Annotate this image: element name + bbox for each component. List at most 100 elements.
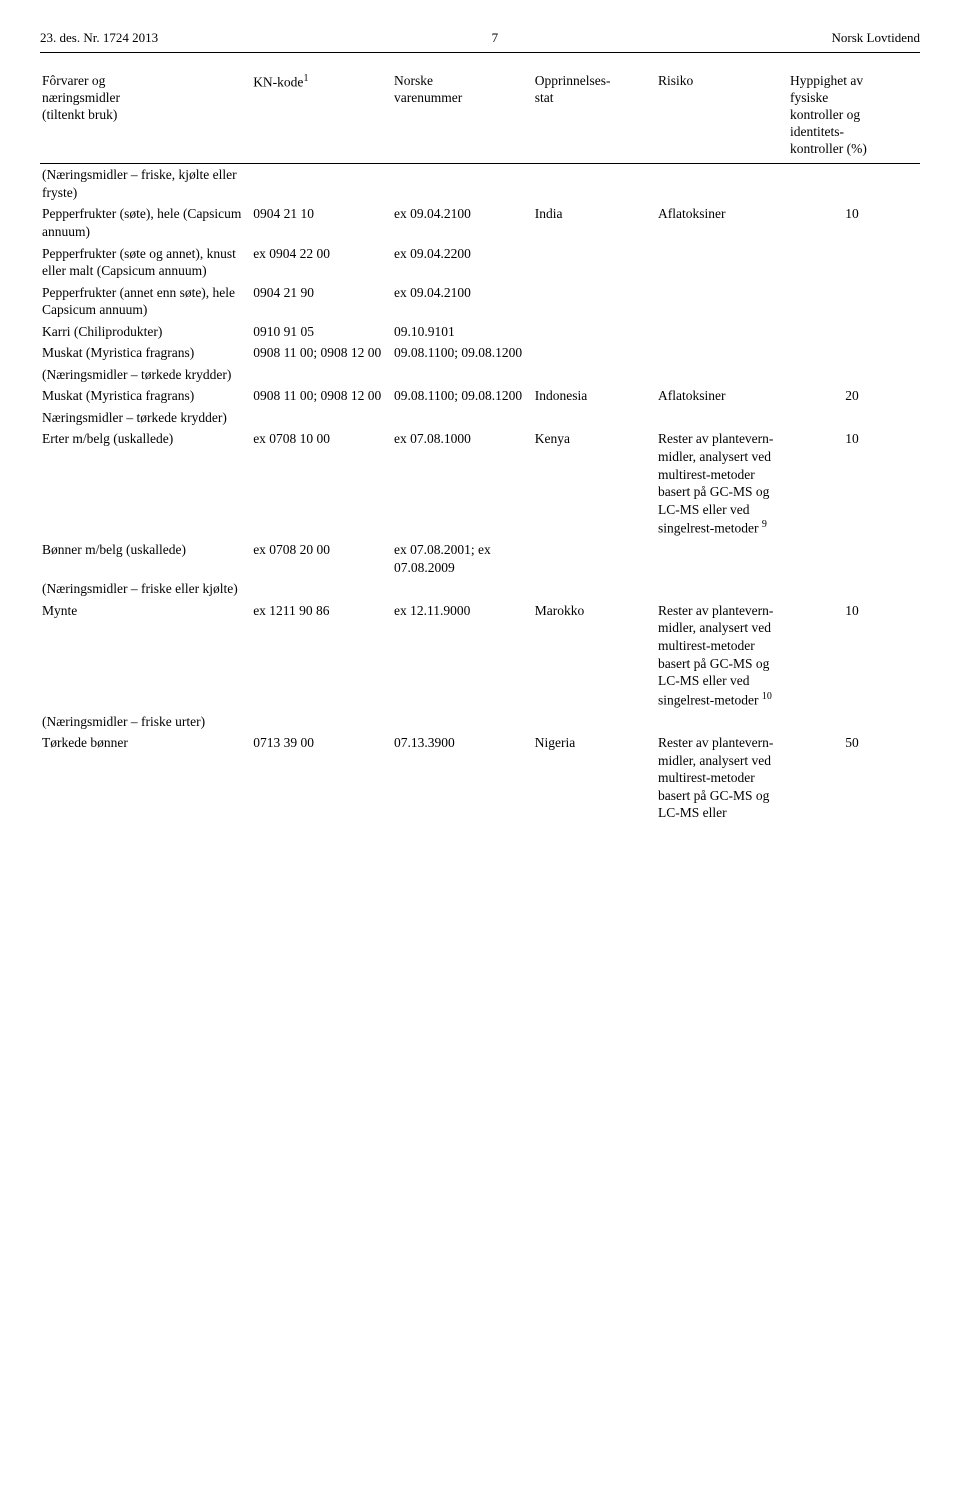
th-origin-l2: stat xyxy=(535,90,554,105)
table-cell: ex 07.08.1000 xyxy=(392,428,533,539)
table-cell xyxy=(656,364,788,386)
table-cell xyxy=(656,164,788,204)
th-freq-l1: Hyppighet av xyxy=(790,73,863,88)
table-cell xyxy=(533,539,656,578)
table-cell xyxy=(788,243,920,282)
table-cell: 09.10.9101 xyxy=(392,321,533,343)
table-cell: 10 xyxy=(788,600,920,711)
table-cell xyxy=(533,282,656,321)
table-cell xyxy=(788,364,920,386)
table-cell xyxy=(656,243,788,282)
table-cell: (Næringsmidler – friske, kjølte eller fr… xyxy=(40,164,251,204)
table-cell: ex 1211 90 86 xyxy=(251,600,392,711)
table-row: Tørkede bønner0713 39 0007.13.3900Nigeri… xyxy=(40,732,920,824)
table-cell xyxy=(392,578,533,600)
table-cell xyxy=(788,164,920,204)
table-cell xyxy=(251,711,392,733)
table-cell: 0713 39 00 xyxy=(251,732,392,824)
table-cell xyxy=(656,539,788,578)
table-cell xyxy=(788,407,920,429)
table-cell: Erter m/belg (uskallede) xyxy=(40,428,251,539)
table-cell xyxy=(392,364,533,386)
table-cell: ex 12.11.9000 xyxy=(392,600,533,711)
table-cell xyxy=(788,539,920,578)
table-cell: Karri (Chiliprodukter) xyxy=(40,321,251,343)
th-norske-l2: varenummer xyxy=(394,90,462,105)
table-cell xyxy=(392,407,533,429)
table-cell xyxy=(392,711,533,733)
table-cell: (Næringsmidler – tørkede krydder) xyxy=(40,364,251,386)
table-row: Bønner m/belg (uskallede)ex 0708 20 00ex… xyxy=(40,539,920,578)
th-freq-l2: fysiske xyxy=(790,90,828,105)
table-cell xyxy=(533,407,656,429)
table-cell: 10 xyxy=(788,203,920,242)
table-cell xyxy=(533,164,656,204)
table-cell xyxy=(788,578,920,600)
th-feed: Fôrvarer og næringsmidler (tiltenkt bruk… xyxy=(40,67,251,164)
table-cell: Pepperfrukter (søte), hele (Capsicum ann… xyxy=(40,203,251,242)
th-feed-l2: næringsmidler xyxy=(42,90,120,105)
table-header-row: Fôrvarer og næringsmidler (tiltenkt bruk… xyxy=(40,67,920,164)
table-cell xyxy=(533,578,656,600)
table-cell: 0908 11 00; 0908 12 00 xyxy=(251,342,392,364)
table-row: Næringsmidler – tørkede krydder) xyxy=(40,407,920,429)
header-center: 7 xyxy=(492,30,499,46)
table-cell xyxy=(251,578,392,600)
table-cell xyxy=(788,321,920,343)
th-risk: Risiko xyxy=(656,67,788,164)
th-freq-l3: kontroller og xyxy=(790,107,860,122)
table-cell: Tørkede bønner xyxy=(40,732,251,824)
th-kncode-l1: KN-kode xyxy=(253,75,303,90)
th-norske-l1: Norske xyxy=(394,73,433,88)
table-cell: (Næringsmidler – friske eller kjølte) xyxy=(40,578,251,600)
footnote-sup: 9 xyxy=(762,519,767,530)
th-risk-l1: Risiko xyxy=(658,73,693,88)
table-cell: 0910 91 05 xyxy=(251,321,392,343)
table-cell xyxy=(392,164,533,204)
table-cell: ex 09.04.2100 xyxy=(392,282,533,321)
th-kncode-sup: 1 xyxy=(303,73,308,84)
table-cell: Nigeria xyxy=(533,732,656,824)
table-cell xyxy=(533,321,656,343)
table-cell xyxy=(656,407,788,429)
footnote-sup: 10 xyxy=(762,691,772,702)
table-cell: Marokko xyxy=(533,600,656,711)
table-cell: Kenya xyxy=(533,428,656,539)
table-row: Erter m/belg (uskallede)ex 0708 10 00ex … xyxy=(40,428,920,539)
table-cell xyxy=(656,321,788,343)
table-cell xyxy=(656,578,788,600)
table-row: Pepperfrukter (søte og annet), knust ell… xyxy=(40,243,920,282)
th-origin: Opprinnelses- stat xyxy=(533,67,656,164)
header-left: 23. des. Nr. 1724 2013 xyxy=(40,30,158,46)
table-row: Muskat (Myristica fragrans)0908 11 00; 0… xyxy=(40,385,920,407)
table-cell: ex 09.04.2100 xyxy=(392,203,533,242)
table-cell xyxy=(656,711,788,733)
header-right: Norsk Lovtidend xyxy=(832,30,920,46)
table-cell xyxy=(788,711,920,733)
page-header: 23. des. Nr. 1724 2013 7 Norsk Lovtidend xyxy=(40,30,920,46)
th-feed-l1: Fôrvarer og xyxy=(42,73,105,88)
table-row: (Næringsmidler – friske urter) xyxy=(40,711,920,733)
th-feed-l3: (tiltenkt bruk) xyxy=(42,107,117,122)
table-cell: 09.08.1100; 09.08.1200 xyxy=(392,342,533,364)
table-cell: ex 0708 10 00 xyxy=(251,428,392,539)
table-cell: 0908 11 00; 0908 12 00 xyxy=(251,385,392,407)
table-cell xyxy=(533,243,656,282)
th-norske: Norske varenummer xyxy=(392,67,533,164)
table-cell: Indonesia xyxy=(533,385,656,407)
table-cell: Bønner m/belg (uskallede) xyxy=(40,539,251,578)
table-body: (Næringsmidler – friske, kjølte eller fr… xyxy=(40,164,920,824)
table-row: (Næringsmidler – tørkede krydder) xyxy=(40,364,920,386)
table-cell: ex 0904 22 00 xyxy=(251,243,392,282)
table-cell xyxy=(251,164,392,204)
th-kncode: KN-kode1 xyxy=(251,67,392,164)
table-cell: Pepperfrukter (annet enn søte), hele Cap… xyxy=(40,282,251,321)
table-cell: ex 07.08.2001; ex 07.08.2009 xyxy=(392,539,533,578)
table-cell xyxy=(788,282,920,321)
table-cell xyxy=(533,342,656,364)
table-row: Pepperfrukter (annet enn søte), hele Cap… xyxy=(40,282,920,321)
table-cell xyxy=(251,407,392,429)
table-row: Mynteex 1211 90 86ex 12.11.9000MarokkoRe… xyxy=(40,600,920,711)
table-row: Karri (Chiliprodukter)0910 91 0509.10.91… xyxy=(40,321,920,343)
table-cell xyxy=(656,282,788,321)
